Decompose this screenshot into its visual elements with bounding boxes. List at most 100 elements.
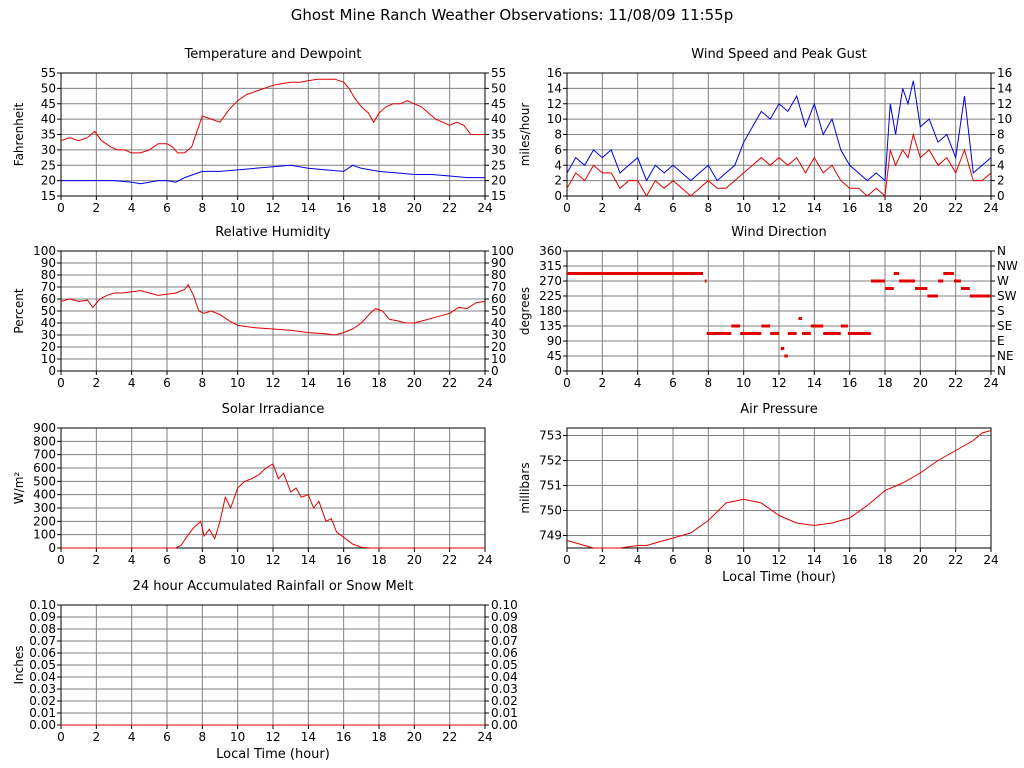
direction-xtick: 10 [736, 376, 751, 390]
direction-ytick: 360 [539, 244, 562, 258]
humidity-ytick: 0 [48, 364, 56, 378]
rain-xlabel: Local Time (hour) [216, 747, 330, 762]
pressure-xtick: 16 [842, 553, 857, 567]
humidity-ytick-right: 60 [491, 292, 506, 306]
temp-ytick-right: 35 [491, 128, 506, 142]
direction-plot [567, 272, 991, 358]
temp-series-line-0 [61, 78, 485, 154]
solar-ytick: 0 [48, 541, 56, 555]
wind-frame [566, 72, 992, 197]
temp-ytick: 55 [41, 66, 56, 80]
rain-ytick-right: 0.02 [491, 694, 518, 708]
direction-ytick: 180 [539, 304, 562, 318]
wind-ytick: 8 [554, 128, 562, 142]
wind-ytick: 16 [547, 66, 562, 80]
rain-ytick-right: 0.05 [491, 658, 518, 672]
humidity-xtick: 22 [442, 376, 457, 390]
direction-ytick-right: SW [997, 289, 1017, 303]
temp-ytick: 50 [41, 81, 56, 95]
wind-ytick-right: 6 [997, 143, 1005, 157]
rain-ytick-right: 0.09 [491, 610, 518, 624]
humidity-ytick-right: 100 [491, 244, 514, 258]
rain-xtick: 6 [163, 730, 171, 744]
wind-xtick: 22 [948, 201, 963, 215]
direction-xtick: 20 [913, 376, 928, 390]
direction-xtick: 24 [983, 376, 998, 390]
pressure-ytick: 752 [539, 454, 562, 468]
humidity-ytick-right: 50 [491, 304, 506, 318]
solar-xtick: 16 [336, 553, 351, 567]
humidity-xtick: 20 [407, 376, 422, 390]
solar-xtick: 8 [199, 553, 207, 567]
rain-xtick: 18 [371, 730, 386, 744]
humidity-xtick: 18 [371, 376, 386, 390]
humidity-grid [57, 250, 489, 375]
wind-xtick: 6 [669, 201, 677, 215]
wind-xtick: 14 [807, 201, 822, 215]
pressure-xtick: 2 [599, 553, 607, 567]
rain-ytick: 0.07 [29, 634, 56, 648]
solar-ytick: 200 [33, 514, 56, 528]
humidity-xtick: 24 [477, 376, 492, 390]
temp-ytick-right: 25 [491, 158, 506, 172]
rain-xtick: 2 [93, 730, 101, 744]
wind-ytick: 2 [554, 174, 562, 188]
pressure-xtick: 0 [563, 553, 571, 567]
temp-ytick-right: 20 [491, 174, 506, 188]
wind-ytick: 0 [554, 189, 562, 203]
direction-ytick-right: N [997, 244, 1006, 258]
wind-ylabel: miles/hour [518, 103, 532, 167]
temp-ytick-right: 55 [491, 66, 506, 80]
humidity-ytick: 70 [41, 280, 56, 294]
solar-xtick: 18 [371, 553, 386, 567]
temp-xtick: 6 [163, 201, 171, 215]
solar-xtick: 6 [163, 553, 171, 567]
wind-xtick: 4 [634, 201, 642, 215]
temp-xtick: 12 [265, 201, 280, 215]
solar-xtick: 4 [128, 553, 136, 567]
rain-xtick: 24 [477, 730, 492, 744]
solar-xtick: 2 [93, 553, 101, 567]
direction-xtick: 6 [669, 376, 677, 390]
solar-xtick: 14 [301, 553, 316, 567]
direction-xtick: 8 [705, 376, 713, 390]
rain-ytick: 0.09 [29, 610, 56, 624]
humidity-ytick-right: 30 [491, 328, 506, 342]
pressure-ytick: 753 [539, 429, 562, 443]
temp-ytick-right: 45 [491, 97, 506, 111]
rain-ytick: 0.00 [29, 718, 56, 732]
temp-xtick: 2 [93, 201, 101, 215]
wind-xtick: 2 [599, 201, 607, 215]
wind-xtick: 16 [842, 201, 857, 215]
pressure-title: Air Pressure [740, 402, 818, 417]
rain-ytick: 0.04 [29, 670, 56, 684]
pressure-ytick: 751 [539, 479, 562, 493]
pressure-xlabel: Local Time (hour) [722, 570, 836, 585]
wind-ytick-right: 16 [997, 66, 1012, 80]
rain-ytick-right: 0.06 [491, 646, 518, 660]
temp-xtick: 20 [407, 201, 422, 215]
direction-ytick: 0 [554, 364, 562, 378]
pressure-xtick: 4 [634, 553, 642, 567]
direction-ytick: 315 [539, 259, 562, 273]
humidity-xtick: 4 [128, 376, 136, 390]
rain-ytick: 0.10 [29, 598, 56, 612]
temp-ytick-right: 15 [491, 189, 506, 203]
solar-series-line-0 [61, 463, 485, 549]
pressure-xtick: 24 [983, 553, 998, 567]
wind-ytick: 12 [547, 97, 562, 111]
temp-ytick: 35 [41, 128, 56, 142]
humidity-ylabel: Percent [12, 288, 26, 333]
rain-ytick: 0.03 [29, 682, 56, 696]
direction-ytick: 225 [539, 289, 562, 303]
solar-grid [57, 427, 486, 552]
pressure-ylabel: millibars [518, 462, 532, 513]
humidity-xtick: 8 [199, 376, 207, 390]
temp-grid [57, 72, 489, 200]
direction-xtick: 16 [842, 376, 857, 390]
direction-xtick: 4 [634, 376, 642, 390]
rain-ytick-right: 0.08 [491, 622, 518, 636]
